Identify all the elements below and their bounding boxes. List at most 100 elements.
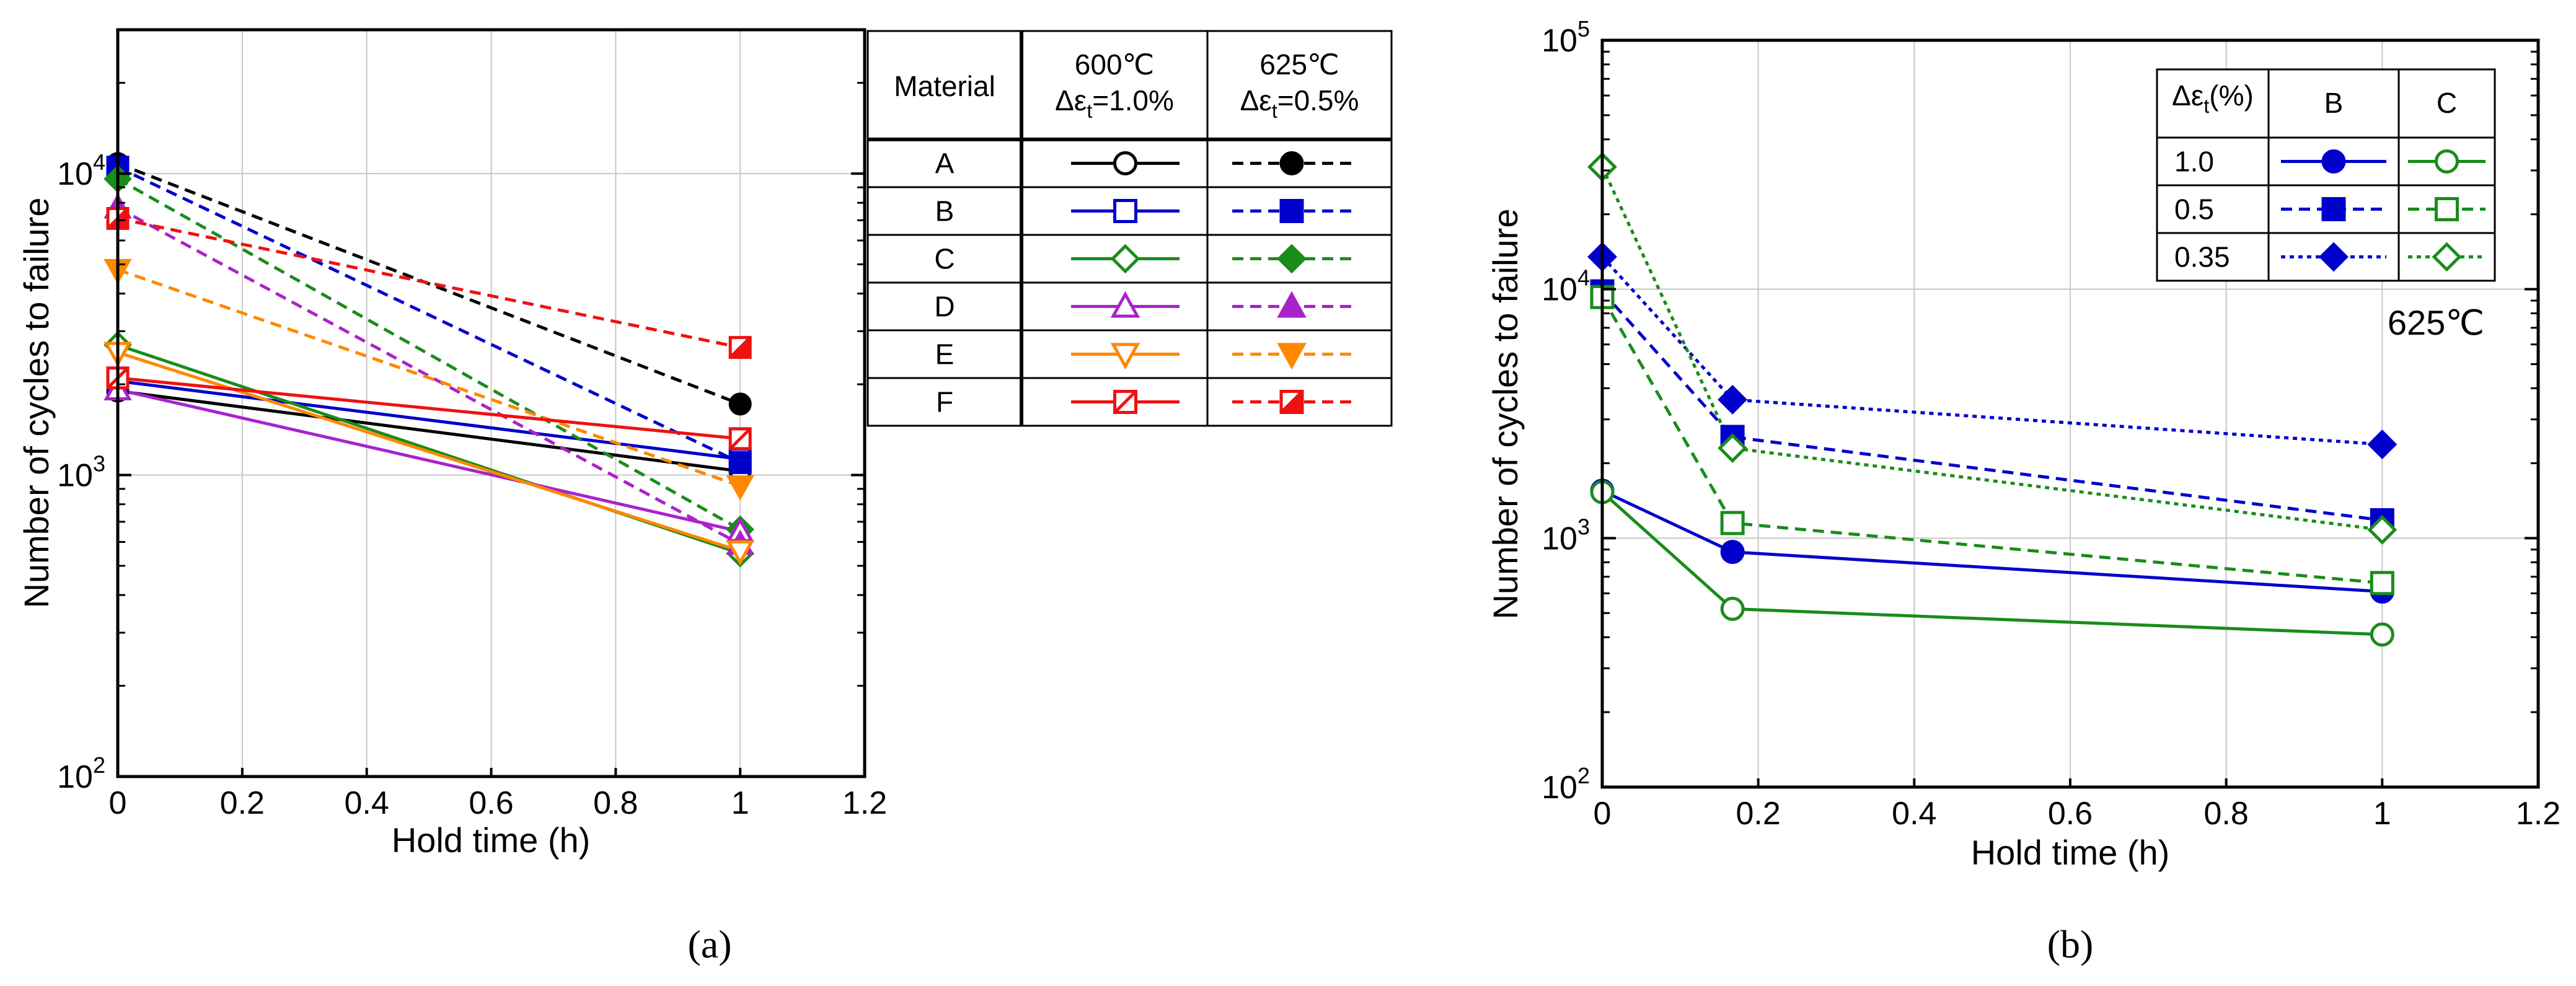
legend-a-sample-600-marker [1110, 291, 1140, 318]
panel-b-annotation: 625℃ [2388, 303, 2484, 342]
panel-b-x-ticks: 0 0.2 0.4 0.6 0.8 1 1.2 [1594, 778, 2561, 832]
legend-b-header-b: B [2324, 87, 2344, 119]
panel-b-data-point [1718, 384, 1748, 415]
legend-a-sample-600-marker [1113, 151, 1137, 175]
panel-b-x-tick-label: 0.8 [2204, 796, 2249, 832]
legend-b-sample-c-marker [2435, 149, 2459, 174]
panel-a-data-point [728, 427, 752, 451]
panel-a-series-line [117, 268, 741, 488]
legend-a-sample-600-marker [1110, 244, 1140, 274]
panel-b-y-tick-label: 105 [1542, 16, 1590, 59]
panel-a-y-axis-label: Number of cycles to failure [17, 198, 56, 609]
panel-a-x-tick-label: 0.4 [345, 785, 389, 821]
legend-b-border [2156, 68, 2496, 282]
panel-b-x-tick-label: 1 [2373, 796, 2391, 832]
panel-b-y-tick-label: 104 [1542, 265, 1590, 308]
legend-a-sample-625-marker [1277, 343, 1307, 370]
legend-a-sample-625-marker [1277, 291, 1307, 318]
panel-b-data-point [2367, 429, 2397, 460]
panel-b-data-point [2370, 622, 2394, 647]
legend-a-sample-600-marker [1110, 343, 1140, 370]
panel-a-x-tick-label: 0.8 [593, 785, 638, 821]
legend-a-row-label: A [935, 147, 955, 180]
legend-b-row-label: 0.35 [2174, 241, 2230, 273]
panel-b-legend-table: Δεt(%) B C 1.0 0.5 0.35 [2156, 68, 2496, 282]
legend-a-header-material: Material [894, 70, 995, 102]
panel-b-series-line [1600, 166, 2383, 532]
panel-b-x-tick-label: 0 [1594, 796, 1612, 832]
panel-a-series [104, 152, 754, 568]
panel-b-data-point [2370, 571, 2394, 596]
legend-a-header-strain: Δεt=0.5% [1240, 84, 1359, 122]
legend-b-row-label: 0.5 [2174, 193, 2214, 226]
panel-b-data-point [1720, 596, 1745, 621]
legend-a-sample-625-marker [1277, 244, 1307, 274]
panel-a-x-tick-label: 0.2 [220, 785, 265, 821]
panel-a-data-point [728, 336, 752, 359]
panel-a-y-tick-label: 104 [57, 149, 105, 192]
panel-a-grid [118, 30, 865, 777]
legend-b-sample-c-marker [2435, 197, 2459, 221]
panel-a-x-tick-label: 0.6 [469, 785, 513, 821]
panel-a-x-tick-label: 1 [731, 785, 749, 821]
panel-a-series-line [117, 388, 741, 533]
panel-a-series-line [117, 162, 741, 406]
panel-a-x-tick-label: 1.2 [842, 785, 887, 821]
legend-a-border [867, 30, 1393, 427]
legend-a-row-label: D [934, 291, 955, 323]
panel-a-data-point [726, 540, 754, 566]
panel-a-series-line [117, 379, 741, 461]
panel-a-data-point [728, 392, 752, 416]
legend-a-row-label: B [935, 195, 955, 227]
legend-a-sample-600-marker [1113, 199, 1137, 223]
panel-a-y-tick-label: 103 [57, 451, 105, 494]
panel-a-series-line [117, 376, 741, 441]
panel-a-caption: (a) [687, 922, 731, 966]
legend-b-sample-b-marker [2319, 242, 2349, 272]
legend-a-header-strain: Δεt=1.0% [1055, 84, 1174, 122]
panel-b-series-line [1601, 489, 2383, 594]
panel-a-x-ticks: 0 0.2 0.4 0.6 0.8 1 1.2 [109, 768, 887, 821]
panel-b-y-tick-label: 102 [1542, 763, 1590, 806]
panel-b-x-tick-label: 0.6 [2048, 796, 2093, 832]
panel-a-y-ticks: 102 103 104 [57, 82, 865, 795]
panel-a-data-point [728, 451, 752, 474]
legend-a-row-label: F [936, 386, 953, 418]
legend-b-sample-b-marker [2321, 197, 2346, 221]
legend-b-row-label: 1.0 [2174, 146, 2214, 178]
panel-b-series-line [1600, 296, 2383, 585]
legend-b-sample-b-marker [2321, 149, 2346, 174]
panel-b-x-tick-label: 0.2 [1736, 796, 1781, 832]
legend-a-sample-600-marker [1113, 390, 1137, 414]
panel-b-y-axis-label: Number of cycles to failure [1486, 209, 1525, 620]
panel-b-data-point [1720, 511, 1745, 535]
panel-b-series-line [1601, 491, 2383, 636]
panel-a-series-line [117, 217, 741, 350]
panel-a-series-line [117, 165, 741, 464]
panel-a-x-axis-label: Hold time (h) [392, 821, 591, 860]
panel-b-data-point [1718, 433, 1748, 463]
panel-a-series-line [117, 206, 741, 546]
panel-a-data-point [726, 475, 754, 501]
panel-b: 0 0.2 0.4 0.6 0.8 1 1.2 102 103 104 105 Hold time… [1486, 16, 2561, 966]
panel-b-series-line [1601, 255, 2383, 446]
legend-a-sample-625-marker [1279, 199, 1304, 223]
panel-b-data-point [2367, 514, 2397, 545]
panel-a-series-line [117, 389, 741, 473]
panel-a-series-line [117, 351, 741, 553]
panel-b-y-tick-label: 103 [1542, 514, 1590, 557]
legend-a-row-label: C [934, 243, 955, 275]
panel-b-data-point [1720, 540, 1745, 565]
panel-a-series-line [117, 177, 741, 531]
legend-a-header-temp: 625℃ [1259, 48, 1339, 81]
panel-b-x-tick-label: 1.2 [2516, 796, 2561, 832]
panel-b-x-axis-label: Hold time (h) [1971, 833, 2170, 872]
legend-a-header-temp: 600℃ [1075, 48, 1154, 81]
panel-b-y-ticks: 102 103 104 105 [1542, 16, 2538, 806]
legend-b-header-strain: Δεt(%) [2172, 79, 2254, 117]
panel-a-x-tick-label: 0 [109, 785, 127, 821]
legend-a-sample-625-marker [1279, 390, 1304, 414]
panel-b-x-tick-label: 0.4 [1892, 796, 1936, 832]
